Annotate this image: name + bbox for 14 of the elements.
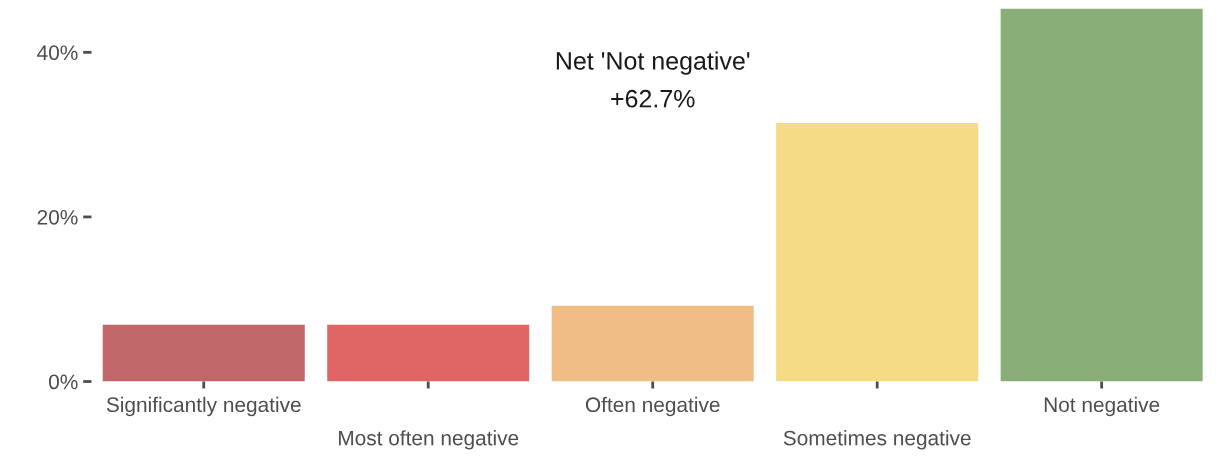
x-tick-label: Significantly negative <box>106 396 301 417</box>
bar <box>327 324 530 382</box>
x-tick-label: Not negative <box>1044 396 1160 417</box>
bar <box>1000 8 1203 382</box>
bar <box>102 324 305 382</box>
y-tick-label: 40% <box>37 45 78 61</box>
x-tick-label: Most often negative <box>339 430 519 450</box>
bar <box>776 123 979 382</box>
annotation: Net 'Not negative' +62.7% <box>556 51 750 108</box>
x-tick-label: Often negative <box>585 396 720 417</box>
y-tick-label: 20% <box>37 209 78 225</box>
bar <box>551 305 754 382</box>
x-tick-label: Sometimes negative <box>783 430 971 450</box>
y-tick-label: 0% <box>49 374 78 390</box>
